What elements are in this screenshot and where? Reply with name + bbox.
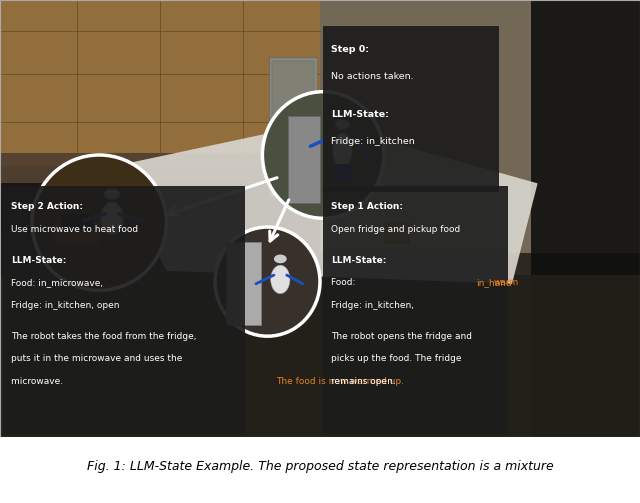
Bar	[531, 0, 640, 437]
Text: remains open.: remains open.	[331, 377, 396, 386]
Text: Step 1 Action:: Step 1 Action:	[331, 202, 403, 211]
Bar	[0, 153, 320, 197]
Text: Use microwave to heat food: Use microwave to heat food	[11, 225, 138, 234]
Ellipse shape	[333, 133, 352, 168]
Bar	[320, 0, 640, 253]
Text: Fridge: in_kitchen, open: Fridge: in_kitchen, open	[11, 301, 120, 310]
Text: microwave.: microwave.	[11, 377, 66, 386]
Ellipse shape	[262, 92, 384, 218]
Ellipse shape	[271, 265, 290, 294]
Text: Fridge: in_kitchen,: Fridge: in_kitchen,	[331, 301, 417, 310]
Ellipse shape	[104, 189, 120, 200]
Bar	[83, 192, 154, 218]
Text: Fridge: in_kitchen: Fridge: in_kitchen	[331, 137, 415, 145]
Polygon shape	[115, 122, 538, 284]
Text: LLM-State:: LLM-State:	[331, 256, 387, 265]
Text: The food is now warmed up.: The food is now warmed up.	[276, 377, 404, 386]
Bar	[61, 214, 93, 231]
Text: Step 2 Action:: Step 2 Action:	[11, 202, 83, 211]
Bar	[54, 218, 99, 244]
Text: Step 0:: Step 0:	[331, 45, 369, 53]
Text: LLM-State:: LLM-State:	[11, 256, 67, 265]
Text: No actions taken.: No actions taken.	[331, 71, 413, 80]
Bar	[272, 61, 314, 122]
Bar	[384, 223, 410, 244]
Bar	[323, 26, 499, 192]
Text: Fig. 1: LLM-State Example. The proposed state representation is a mixture: Fig. 1: LLM-State Example. The proposed …	[86, 460, 554, 473]
Bar	[333, 164, 352, 181]
Text: warm: warm	[493, 278, 518, 287]
Ellipse shape	[215, 227, 320, 336]
Bar	[3, 186, 245, 435]
Text: Food: in_microwave,: Food: in_microwave,	[11, 278, 106, 287]
Bar	[269, 57, 317, 197]
Bar	[226, 242, 261, 325]
Text: The robot opens the fridge and: The robot opens the fridge and	[331, 331, 472, 341]
Bar	[0, 184, 333, 227]
Ellipse shape	[274, 255, 287, 263]
Text: LLM-State:: LLM-State:	[331, 110, 388, 119]
Bar	[288, 116, 320, 203]
Bar	[0, 275, 640, 437]
Bar	[323, 186, 508, 435]
Text: The robot takes the food from the fridge,: The robot takes the food from the fridge…	[11, 331, 196, 341]
Text: Food:: Food:	[331, 278, 358, 287]
Text: picks up the food. The fridge: picks up the food. The fridge	[331, 354, 461, 363]
Text: puts it in the microwave and uses the: puts it in the microwave and uses the	[11, 354, 182, 363]
Bar	[0, 0, 320, 166]
Bar	[147, 197, 166, 214]
Text: in_hand: in_hand	[476, 278, 511, 287]
Ellipse shape	[335, 120, 349, 129]
Ellipse shape	[32, 155, 166, 290]
Text: Open fridge and pickup food: Open fridge and pickup food	[331, 225, 460, 234]
Bar	[0, 197, 38, 275]
Ellipse shape	[101, 202, 123, 235]
